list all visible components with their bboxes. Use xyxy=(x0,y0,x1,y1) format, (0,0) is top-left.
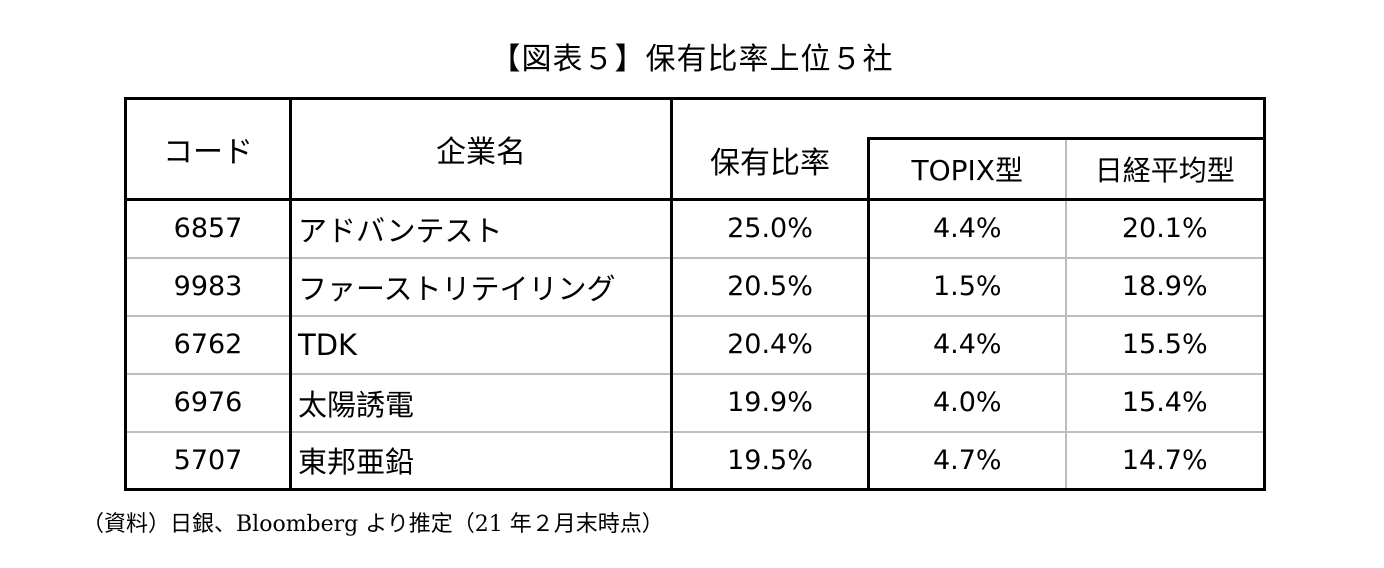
header-code: コード xyxy=(125,98,292,201)
header-company: 企業名 xyxy=(290,98,673,201)
cell-nikkei: 20.1% xyxy=(1065,199,1265,259)
cell-topix: 1.5% xyxy=(868,257,1067,317)
cell-company: アドバンテスト xyxy=(290,199,673,259)
cell-topix: 4.0% xyxy=(868,373,1067,433)
cell-nikkei: 18.9% xyxy=(1065,257,1265,317)
source-note: （資料）日銀、Bloomberg より推定（21 年２月末時点） xyxy=(82,512,664,537)
cell-code: 5707 xyxy=(125,431,292,490)
cell-company: 東邦亜鉛 xyxy=(290,431,673,490)
figure-title: 【図表５】保有比率上位５社 xyxy=(490,42,894,77)
cell-topix: 4.4% xyxy=(868,315,1067,375)
header-nikkei: 日経平均型 xyxy=(1064,138,1265,201)
cell-code: 6976 xyxy=(125,373,292,433)
holding-ratio-table: コード 企業名 保有比率 TOPIX型 日経平均型 6857 アドバンテスト 2… xyxy=(124,97,1266,491)
cell-holding-ratio: 20.5% xyxy=(671,257,870,317)
cell-topix: 4.4% xyxy=(868,199,1067,259)
cell-company: ファーストリテイリング xyxy=(290,257,673,317)
cell-holding-ratio: 20.4% xyxy=(671,315,870,375)
cell-nikkei: 14.7% xyxy=(1121,444,1208,476)
cell-topix: 4.7% xyxy=(868,431,1067,490)
header-holding-ratio: 保有比率 xyxy=(671,98,869,201)
table-row: 6762 TDK 20.4% 4.4% 15.5% xyxy=(125,315,1265,375)
header-topix: TOPIX型 xyxy=(867,138,1066,201)
cell-code: 6762 xyxy=(125,315,292,375)
table-row: 6857 アドバンテスト 25.0% 4.4% 20.1% xyxy=(125,199,1265,259)
cell-holding-ratio: 19.5% xyxy=(671,431,870,490)
header-subgroup-line xyxy=(868,98,1265,140)
table-row: 9983 ファーストリテイリング 20.5% 1.5% 18.9% xyxy=(125,257,1265,317)
cell-code: 9983 xyxy=(125,257,292,317)
table-row: 5707 東邦亜鉛 19.5% 4.7% 14.7% xyxy=(125,431,1265,490)
cell-holding-ratio: 19.9% xyxy=(671,373,870,433)
cell-company: TDK xyxy=(290,315,673,375)
cell-code: 6857 xyxy=(125,199,292,259)
cell-nikkei: 15.5% xyxy=(1065,315,1265,375)
cell-holding-ratio: 25.0% xyxy=(671,199,870,259)
cell-nikkei: 15.4% xyxy=(1065,373,1265,433)
table-row: 6976 太陽誘電 19.9% 4.0% 15.4% xyxy=(125,373,1265,433)
cell-company: 太陽誘電 xyxy=(290,373,673,433)
